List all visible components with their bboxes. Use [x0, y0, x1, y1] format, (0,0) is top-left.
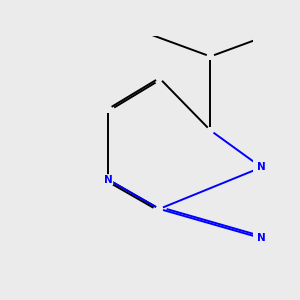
Text: N: N	[257, 233, 266, 243]
Text: N: N	[257, 162, 266, 172]
Text: N: N	[104, 175, 113, 185]
